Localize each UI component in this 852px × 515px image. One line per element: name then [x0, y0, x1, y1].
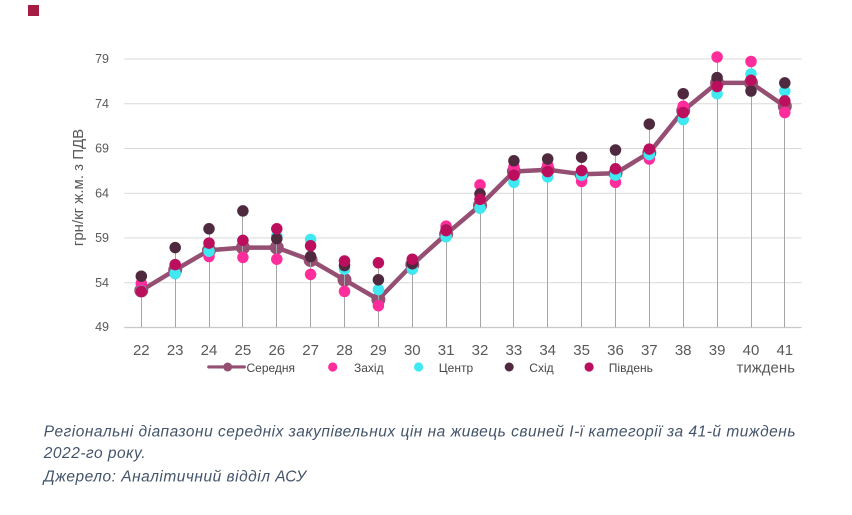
svg-text:79: 79 [95, 52, 109, 66]
svg-text:2022-го року.: 2022-го року. [43, 445, 146, 462]
svg-text:32: 32 [472, 342, 489, 359]
svg-text:Центр: Центр [439, 361, 474, 375]
svg-text:36: 36 [607, 342, 624, 359]
svg-text:Регіональні діапазони середніх: Регіональні діапазони середніх закупівел… [44, 424, 796, 441]
svg-text:24: 24 [201, 342, 218, 359]
svg-text:тиждень: тиждень [737, 360, 796, 377]
svg-text:22: 22 [133, 342, 150, 359]
svg-text:Джерело: Аналітичний відділ АС: Джерело: Аналітичний відділ АСУ [42, 468, 308, 485]
svg-text:28: 28 [336, 342, 353, 359]
svg-text:40: 40 [743, 342, 760, 359]
svg-text:69: 69 [95, 142, 109, 156]
svg-text:59: 59 [95, 231, 109, 245]
svg-text:54: 54 [95, 276, 109, 290]
svg-text:37: 37 [641, 342, 658, 359]
svg-text:23: 23 [167, 342, 184, 359]
svg-text:Схід: Схід [529, 361, 553, 375]
svg-text:38: 38 [675, 342, 692, 359]
svg-text:Південь: Південь [609, 361, 653, 375]
svg-text:27: 27 [302, 342, 319, 359]
svg-text:35: 35 [573, 342, 590, 359]
svg-text:25: 25 [235, 342, 252, 359]
svg-text:41: 41 [776, 342, 793, 359]
svg-text:Середня: Середня [247, 361, 296, 375]
svg-text:74: 74 [95, 97, 109, 111]
svg-text:39: 39 [709, 342, 726, 359]
svg-text:30: 30 [404, 342, 421, 359]
svg-text:грн/кг ж.м. з ПДВ: грн/кг ж.м. з ПДВ [70, 129, 87, 246]
svg-text:31: 31 [438, 342, 455, 359]
svg-text:34: 34 [539, 342, 556, 359]
svg-text:49: 49 [95, 320, 109, 334]
svg-text:26: 26 [268, 342, 285, 359]
svg-text:Захід: Захід [354, 361, 384, 375]
svg-text:29: 29 [370, 342, 387, 359]
svg-text:64: 64 [95, 186, 109, 200]
svg-text:33: 33 [506, 342, 523, 359]
